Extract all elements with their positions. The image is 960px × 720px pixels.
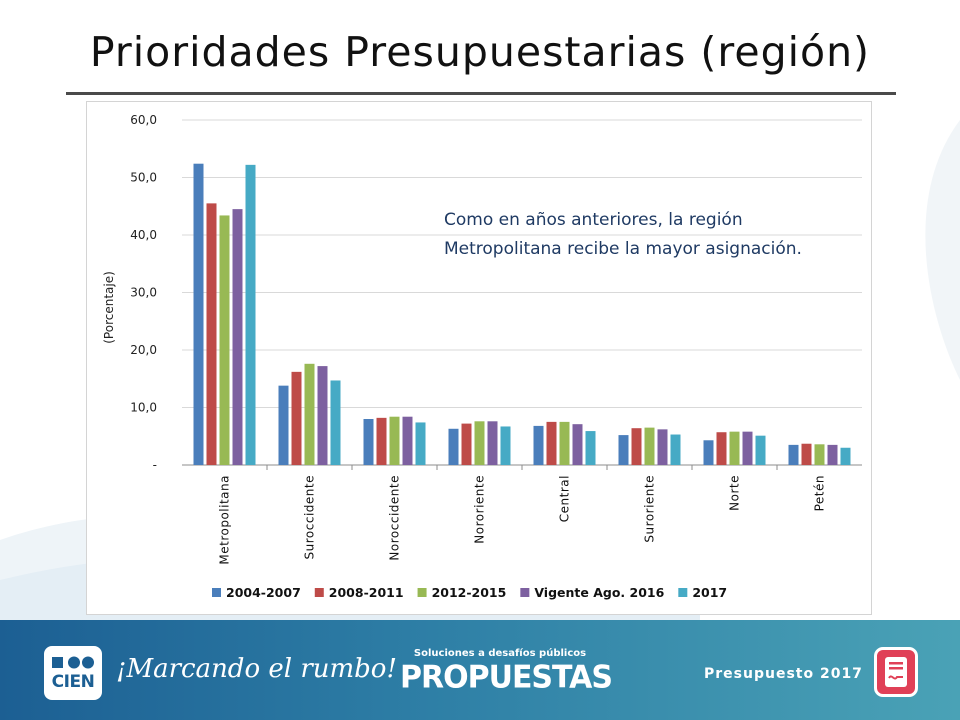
legend-label: 2012-2015	[432, 585, 507, 600]
bar	[703, 440, 714, 465]
y-tick-label: 50,0	[130, 171, 157, 185]
slogan: ¡Marcando el rumbo!	[116, 654, 397, 684]
logo-dots-icon	[52, 656, 94, 669]
y-tick-label: 40,0	[130, 228, 157, 242]
x-tick-label: Metropolitana	[218, 475, 232, 565]
legend-label: Vigente Ago. 2016	[534, 585, 664, 600]
x-tick-label: Suroccidente	[303, 475, 317, 559]
bar	[448, 428, 459, 465]
bar	[219, 215, 230, 465]
bar	[729, 431, 740, 465]
bar	[631, 428, 642, 465]
budget-label: Presupuesto 2017	[704, 666, 863, 682]
y-tick-label: 30,0	[130, 286, 157, 300]
x-tick-label: Suroriente	[643, 475, 657, 543]
chart-frame: - 10,0 20,0 30,0 40,0 50,0 60,0 (Porcentaje) Met…	[86, 101, 872, 615]
bar	[670, 434, 681, 465]
bar	[402, 416, 413, 465]
annotation-line-2: Metropolitana recibe la mayor asignación…	[444, 239, 802, 259]
bar	[474, 421, 485, 465]
bar-chart: - 10,0 20,0 30,0 40,0 50,0 60,0 (Porcentaje) Met…	[102, 113, 862, 600]
y-tick-label: 20,0	[130, 343, 157, 357]
y-tick-label: 10,0	[130, 401, 157, 415]
y-tick-label: -	[153, 458, 157, 472]
bar	[546, 421, 557, 465]
annotation-line-1: Como en años anteriores, la región	[444, 210, 743, 230]
x-tick-label: Nororiente	[473, 475, 487, 544]
bar	[389, 416, 400, 465]
legend-swatch	[678, 588, 688, 597]
bar	[657, 429, 668, 465]
bar	[788, 444, 799, 465]
legend-swatch	[520, 588, 530, 597]
bar	[533, 425, 544, 465]
bar	[801, 443, 812, 465]
bar	[245, 164, 256, 465]
legend-swatch	[314, 588, 324, 597]
bar	[559, 421, 570, 465]
bar	[363, 419, 374, 465]
bar	[304, 363, 315, 465]
logo-text: CIEN	[51, 672, 95, 692]
title-divider	[66, 92, 896, 95]
bar	[232, 209, 243, 465]
legend-swatch	[212, 588, 221, 597]
legend-label: 2004-2007	[226, 585, 301, 600]
legend-label: 2017	[692, 585, 727, 600]
bar	[330, 380, 341, 465]
footer-banner: CIEN ¡Marcando el rumbo! Soluciones a de…	[0, 620, 960, 720]
bar	[291, 371, 302, 465]
bar	[500, 426, 511, 465]
bar	[461, 423, 472, 465]
x-tick-label: Central	[558, 475, 572, 522]
bar	[572, 424, 583, 465]
cien-logo-icon[interactable]: CIEN	[44, 646, 102, 700]
bar	[814, 444, 825, 465]
brand-subtitle: Soluciones a desafíos públicos	[413, 648, 587, 659]
bar	[716, 432, 727, 465]
legend-label: 2008-2011	[329, 585, 404, 600]
bar	[755, 435, 766, 465]
bar	[415, 422, 426, 465]
bar	[487, 421, 498, 465]
chart-annotation: Como en años anteriores, la región Metro…	[444, 206, 874, 264]
x-tick-label: Petén	[813, 475, 827, 511]
x-tick-label: Noroccidente	[388, 475, 402, 561]
x-tick-label: Norte	[728, 475, 742, 511]
page-title: Prioridades Presupuestarias (región)	[89, 28, 871, 76]
y-tick-label: 60,0	[130, 113, 157, 127]
y-axis-label: (Porcentaje)	[102, 271, 116, 344]
bar	[278, 385, 289, 465]
bar	[193, 163, 204, 465]
bar	[742, 431, 753, 465]
document-glyph-icon	[885, 657, 907, 687]
budget-document-icon[interactable]	[874, 647, 918, 697]
bar	[376, 417, 387, 465]
bar	[644, 427, 655, 465]
bar	[827, 444, 838, 465]
bar	[618, 435, 629, 465]
brand-name: PROPUESTAS	[400, 659, 613, 696]
bar	[585, 431, 596, 465]
bar	[840, 447, 851, 465]
bar	[206, 203, 217, 465]
legend-swatch	[417, 588, 427, 597]
bar	[317, 366, 328, 465]
